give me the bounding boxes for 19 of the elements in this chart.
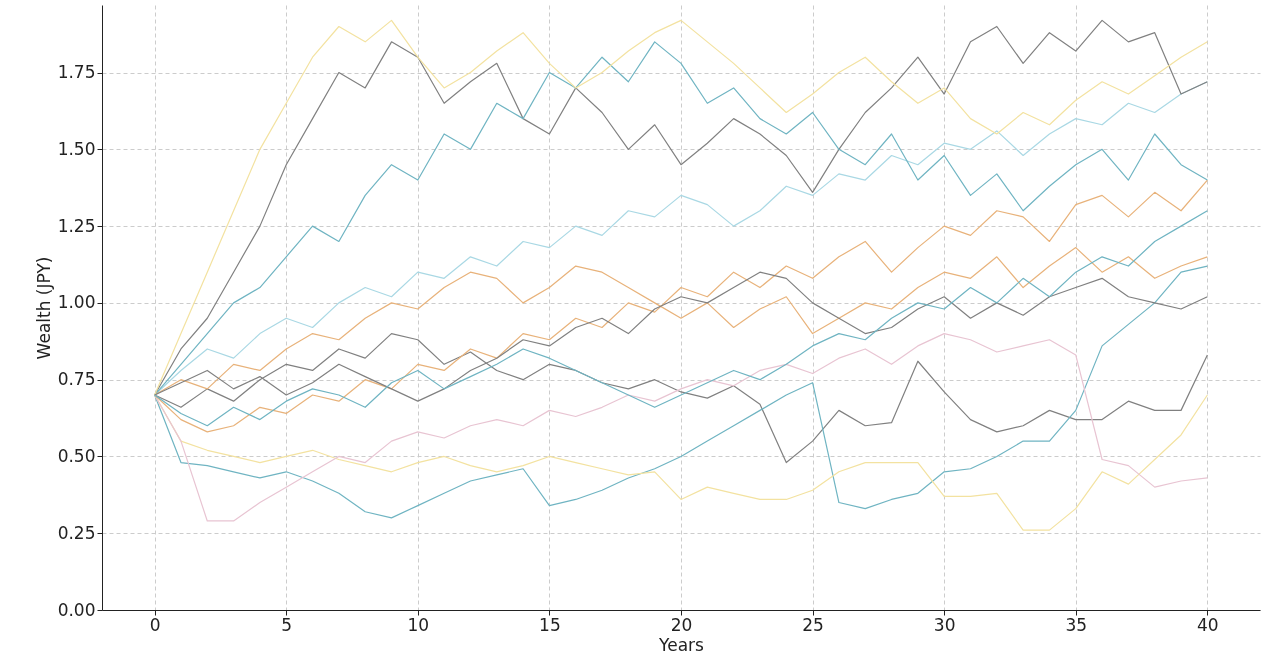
y-tick-label: 1.25 bbox=[57, 215, 96, 236]
y-tick-label: 1.50 bbox=[57, 138, 96, 159]
x-axis-title: Years bbox=[658, 634, 705, 655]
x-tick-label: 0 bbox=[149, 614, 161, 635]
y-tick-label: 1.00 bbox=[57, 292, 96, 313]
x-tick-label: 15 bbox=[539, 614, 561, 635]
x-tick-label: 35 bbox=[1065, 614, 1088, 635]
x-tick-label: 20 bbox=[670, 614, 693, 635]
x-tick-label: 40 bbox=[1197, 614, 1219, 635]
x-tick-label: 25 bbox=[802, 614, 824, 635]
y-tick-label: 0.50 bbox=[57, 445, 96, 466]
y-tick-label: 0.00 bbox=[57, 599, 96, 620]
x-tick-label: 5 bbox=[281, 614, 293, 635]
y-tick-label: 0.75 bbox=[57, 369, 96, 390]
y-tick-label: 1.75 bbox=[57, 62, 96, 83]
y-axis-title: Wealth (JPY) bbox=[33, 256, 54, 360]
x-tick-label: 30 bbox=[933, 614, 956, 635]
x-tick-label: 10 bbox=[407, 614, 430, 635]
y-tick-label: 0.25 bbox=[57, 522, 96, 543]
